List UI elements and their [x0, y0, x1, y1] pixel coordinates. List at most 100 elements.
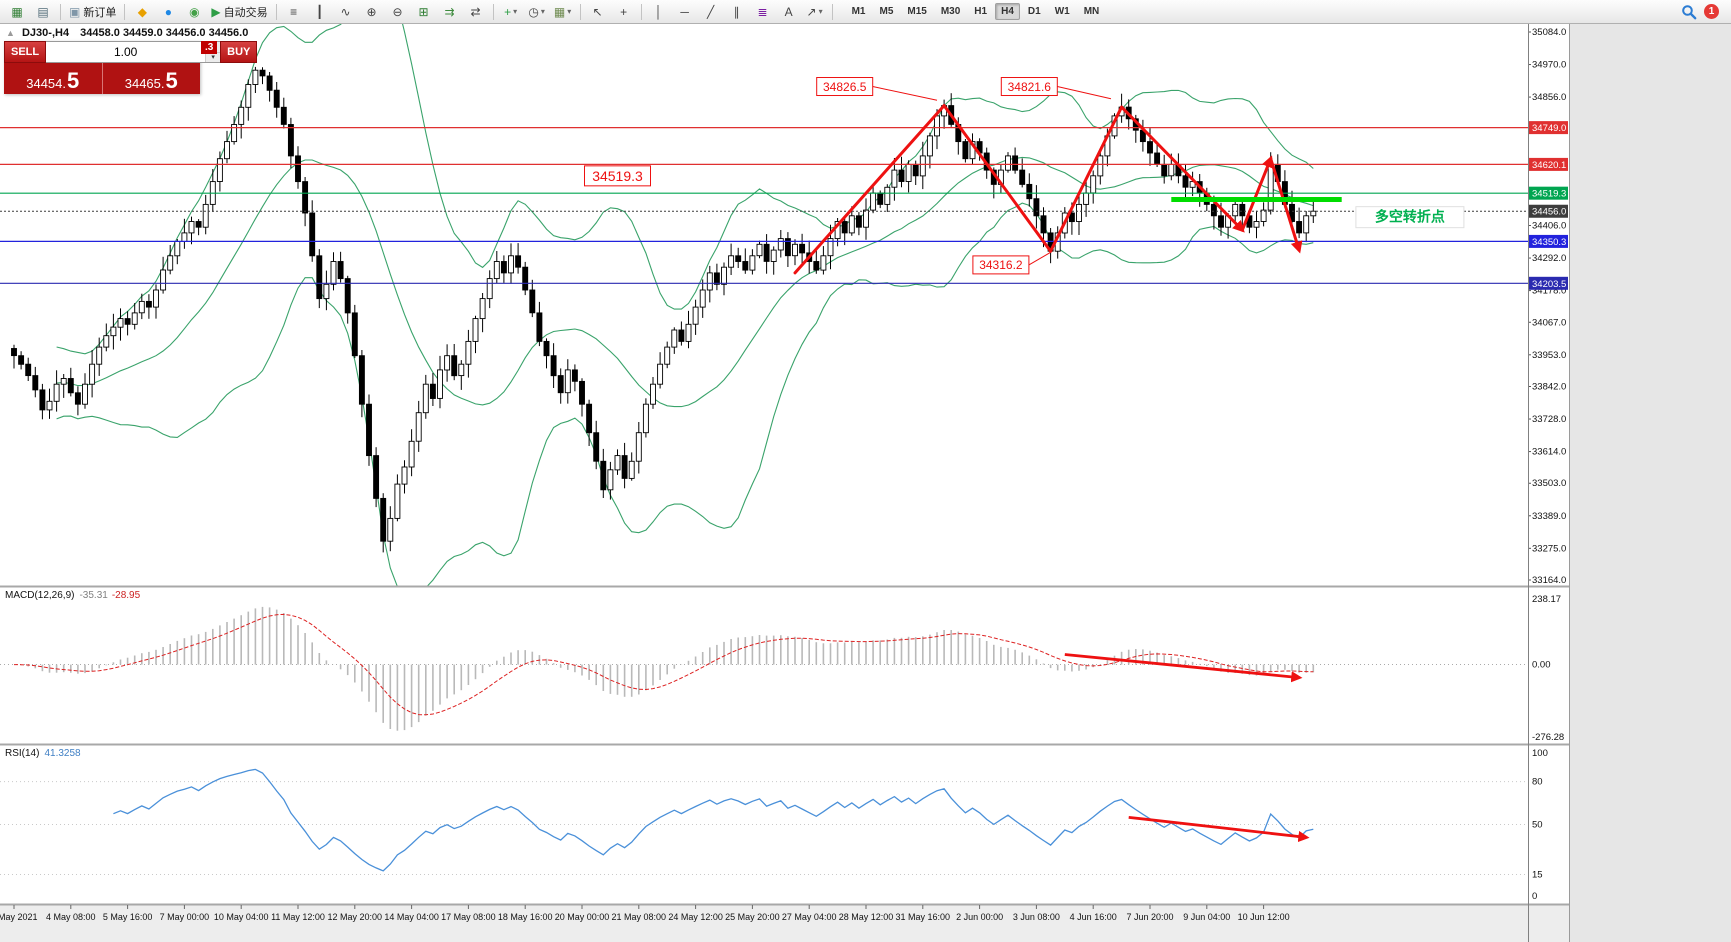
candlestick-chart-button[interactable]: ┃ — [307, 1, 333, 23]
candle-body — [1161, 163, 1168, 177]
macd-value-signal: -28.95 — [111, 590, 141, 601]
time-axis-label: 25 May 20:00 — [725, 912, 780, 922]
toolbar-right: 1 — [1681, 4, 1727, 20]
macd-trend-arrow[interactable] — [1064, 653, 1303, 683]
trend-arrow-segment[interactable] — [1120, 105, 1245, 233]
trend-zigzag[interactable] — [793, 104, 1303, 275]
candle-body — [735, 255, 742, 262]
candle-body — [337, 261, 344, 280]
price-callout-box[interactable] — [1000, 77, 1058, 97]
zoom-in-button[interactable]: ⊕ — [359, 1, 385, 23]
turning-point-box[interactable] — [1355, 206, 1465, 229]
candle-body — [479, 298, 486, 320]
periods-button[interactable]: ◷ ▾ — [524, 1, 550, 23]
timeframe-w1-button[interactable]: W1 — [1054, 6, 1070, 17]
right-side-panel — [1569, 24, 1731, 942]
candle-body — [912, 163, 919, 177]
chart-shift-button[interactable]: ⇄ — [463, 1, 489, 23]
trend-arrow-segment[interactable] — [942, 104, 1053, 253]
time-axis-label: 10 May 04:00 — [214, 912, 269, 922]
candle-body — [848, 215, 855, 234]
trend-arrow-segment[interactable] — [1240, 155, 1274, 232]
candle-body — [380, 497, 387, 542]
timeframe-m1-button[interactable]: M1 — [851, 6, 866, 17]
sell-button[interactable]: SELL — [4, 41, 47, 63]
chart-background[interactable] — [0, 24, 1569, 905]
toolbar-separator — [579, 3, 581, 20]
timeframe-m15-button[interactable]: M15 — [907, 6, 927, 17]
candle-body — [1005, 155, 1011, 171]
timeframe-d1-button[interactable]: D1 — [1027, 6, 1041, 17]
new-order-icon: ▣ — [69, 4, 81, 19]
candle-body — [841, 221, 848, 234]
cursor-button[interactable]: ↖ — [585, 1, 611, 23]
price-callout-box[interactable] — [972, 255, 1030, 275]
volume-input[interactable] — [46, 42, 206, 62]
candle-body — [259, 69, 266, 77]
bar-chart-button[interactable]: ≡ — [281, 1, 307, 23]
candle-body — [216, 158, 223, 182]
chart-profiles-button[interactable]: ▤ — [30, 1, 56, 23]
candle-body — [323, 283, 330, 300]
signals-button[interactable]: ◉ — [181, 1, 207, 23]
bollinger-lower-band — [56, 202, 1314, 586]
line-chart-button[interactable]: ∿ — [333, 1, 359, 23]
trend-arrow-segment[interactable] — [793, 104, 946, 275]
arrows-button[interactable]: ↗ ▾ — [802, 1, 828, 23]
sell-price[interactable]: 34454. 5 — [4, 63, 103, 94]
candle-body — [252, 69, 259, 85]
timeframe-h4-button[interactable]: H4 — [995, 3, 1020, 20]
candle-body — [1267, 163, 1274, 211]
trend-arrow-segment[interactable] — [1049, 105, 1124, 253]
autotrading-button[interactable]: ▶ 自动交易 — [207, 1, 271, 23]
candle-body — [777, 238, 784, 251]
candle-body — [713, 272, 720, 285]
candle-body — [749, 255, 756, 271]
price-callout-box[interactable] — [816, 77, 874, 97]
candle-body — [586, 403, 593, 434]
candle-body — [60, 378, 67, 385]
mql5-community-button[interactable]: ◆ — [129, 1, 155, 23]
trendline-button[interactable]: ╱ — [698, 1, 724, 23]
timeframe-m30-button[interactable]: M30 — [940, 6, 961, 17]
vertical-line-button[interactable]: │ — [646, 1, 672, 23]
candle-body — [1076, 203, 1082, 222]
time-axis-background — [0, 905, 1569, 942]
tile-windows-button[interactable]: ⊞ — [411, 1, 437, 23]
candle-body — [74, 392, 81, 405]
rsi-line — [113, 768, 1314, 872]
cursor-icon: ↖ — [592, 4, 603, 19]
market-button[interactable]: ● — [155, 1, 181, 23]
main-chart-svg[interactable]: 35084.0 34970.0 34856.0 34406.0 34292.0 34178… — [0, 24, 1731, 942]
crosshair-button[interactable]: + — [611, 1, 637, 23]
timeframe-mn-button[interactable]: MN — [1083, 6, 1100, 17]
volume-decrease-button[interactable]: ▾ — [206, 52, 221, 62]
macd-axis-label: 238.17 — [1532, 594, 1561, 605]
timeframe-m5-button[interactable]: M5 — [879, 6, 894, 17]
zoom-out-button[interactable]: ⊖ — [385, 1, 411, 23]
text-button[interactable]: A — [776, 1, 802, 23]
notification-badge[interactable]: 1 — [1704, 4, 1719, 19]
timeframe-toolbar: M1 M5 M15 M30 H1 H4 D1 W1 MN — [845, 3, 1107, 20]
one-click-collapse-icon[interactable]: ▲ — [6, 28, 15, 38]
candle-body — [813, 261, 820, 271]
buy-button[interactable]: BUY — [220, 41, 258, 63]
fibonacci-button[interactable]: ≣ — [750, 1, 776, 23]
buy-price[interactable]: 34465. 5 — [102, 63, 200, 94]
templates-button[interactable]: ▦ ▾ — [550, 1, 576, 23]
candle-body — [515, 255, 522, 268]
chart-window[interactable]: 35084.0 34970.0 34856.0 34406.0 34292.0 34178… — [0, 24, 1731, 942]
search-icon[interactable] — [1681, 4, 1697, 20]
timeframe-h1-button[interactable]: H1 — [974, 6, 988, 17]
indicators-button[interactable]: + ▾ — [498, 1, 524, 23]
time-axis-label: 11 May 12:00 — [271, 912, 325, 922]
new-chart-button[interactable]: ▦ — [4, 1, 30, 23]
auto-scroll-button[interactable]: ⇉ — [437, 1, 463, 23]
trend-arrow-segment[interactable] — [1269, 157, 1303, 254]
candle-body — [465, 340, 472, 365]
rsi-trend-arrow[interactable] — [1128, 815, 1310, 843]
new-order-button[interactable]: ▣ 新订单 — [65, 1, 120, 23]
horizontal-line-button[interactable]: ─ — [672, 1, 698, 23]
price-callout-box[interactable] — [584, 165, 651, 187]
channel-button[interactable]: ∥ — [724, 1, 750, 23]
